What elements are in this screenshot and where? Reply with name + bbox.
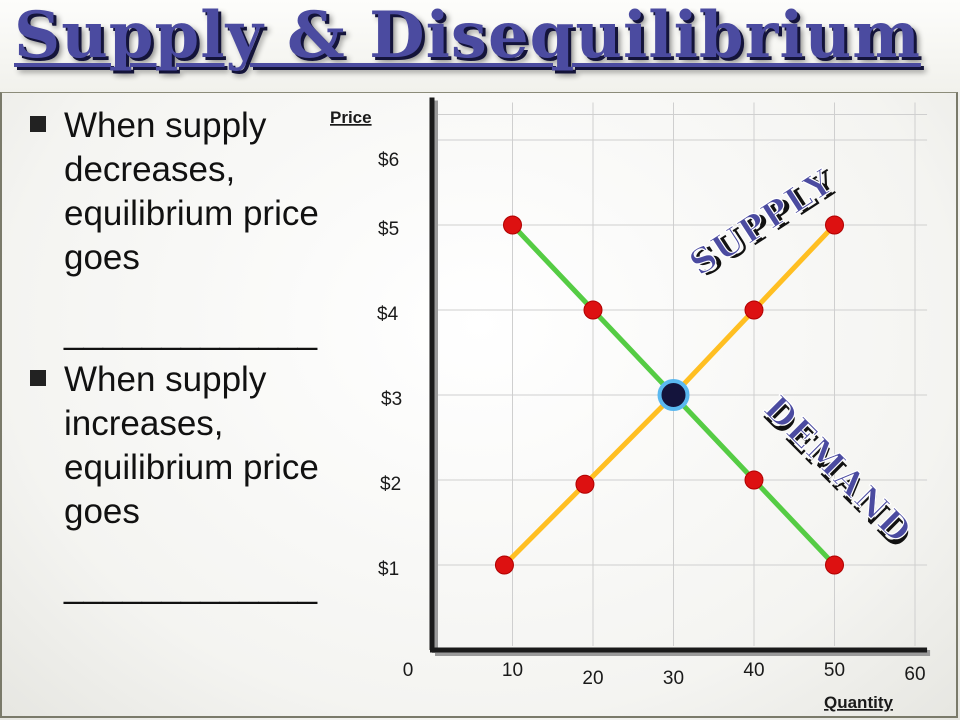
equilibrium-point <box>657 379 690 411</box>
y-tick-label: $6 <box>378 150 399 171</box>
content-frame <box>0 92 958 718</box>
square-bullet-icon <box>30 116 46 132</box>
bullet-text: When supply increases, equilibrium price… <box>64 360 319 531</box>
y-tick-label: $4 <box>377 304 399 325</box>
x-tick-label: 60 <box>904 664 925 685</box>
answer-blank: _____________ <box>64 566 318 605</box>
demand-curve-label-text: DEMAND <box>756 388 920 552</box>
x-tick-label: 50 <box>824 660 845 681</box>
square-bullet-icon <box>30 370 46 386</box>
x-tick-label: 10 <box>502 660 523 681</box>
data-point-supply <box>575 474 595 494</box>
bullet-text: When supply decreases, equilibrium price… <box>64 106 319 277</box>
bullet-supply-increases: When supply increases, equilibrium price… <box>30 358 320 608</box>
bullet-list: When supply decreases, equilibrium price… <box>30 104 320 608</box>
y-tick-label: $1 <box>378 559 399 580</box>
data-point-demand <box>825 555 844 575</box>
bullet-supply-decreases: When supply decreases, equilibrium price… <box>30 104 320 354</box>
y-tick-label: $2 <box>380 474 401 495</box>
slide-title: Supply & Disequilibrium <box>14 0 921 73</box>
data-point-supply <box>494 555 514 575</box>
x-tick-label: 40 <box>743 660 764 681</box>
data-point-demand <box>583 300 603 320</box>
answer-blank: _____________ <box>64 312 318 351</box>
data-point-supply <box>744 300 764 320</box>
y-tick-label: $5 <box>378 219 399 240</box>
data-point-supply <box>825 215 844 235</box>
y-axis-title: Price <box>330 108 372 127</box>
supply-curve-label-text: SUPPLY <box>683 162 842 285</box>
x-tick-label: 0 <box>403 660 414 681</box>
y-tick-label: $3 <box>381 389 402 410</box>
x-axis-title: Quantity <box>824 693 893 712</box>
data-point-demand <box>744 470 764 490</box>
x-tick-label: 30 <box>663 668 684 689</box>
data-point-demand <box>503 215 522 235</box>
title-band <box>0 0 960 92</box>
x-tick-label: 20 <box>582 668 603 689</box>
